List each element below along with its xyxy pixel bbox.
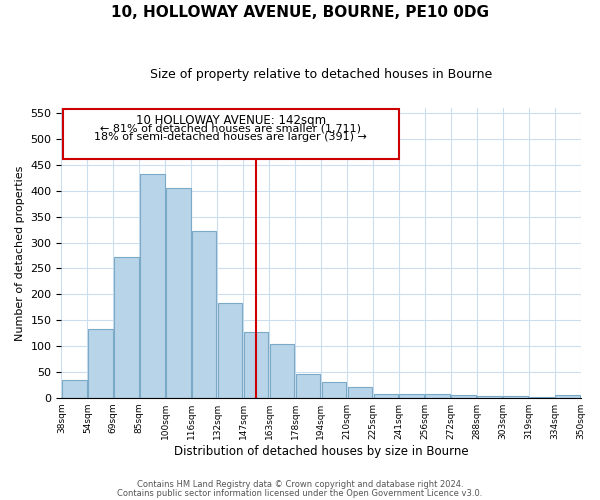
Bar [425, 394, 450, 398]
Bar [166, 188, 191, 398]
Text: 10, HOLLOWAY AVENUE, BOURNE, PE10 0DG: 10, HOLLOWAY AVENUE, BOURNE, PE10 0DG [111, 5, 489, 20]
Bar [192, 231, 217, 398]
Bar [114, 257, 139, 398]
FancyBboxPatch shape [63, 109, 399, 158]
Bar [218, 302, 242, 398]
Bar [322, 382, 346, 398]
Text: 18% of semi-detached houses are larger (391) →: 18% of semi-detached houses are larger (… [94, 132, 367, 142]
Text: 10 HOLLOWAY AVENUE: 142sqm: 10 HOLLOWAY AVENUE: 142sqm [136, 114, 326, 128]
Bar [503, 396, 528, 398]
Bar [374, 394, 398, 398]
Bar [478, 396, 502, 398]
Bar [88, 329, 113, 398]
X-axis label: Distribution of detached houses by size in Bourne: Distribution of detached houses by size … [173, 444, 468, 458]
Bar [269, 344, 295, 398]
Bar [296, 374, 320, 398]
Bar [555, 395, 580, 398]
Bar [62, 380, 87, 398]
Bar [347, 388, 372, 398]
Bar [244, 332, 268, 398]
Bar [400, 394, 424, 398]
Text: Contains public sector information licensed under the Open Government Licence v3: Contains public sector information licen… [118, 488, 482, 498]
Title: Size of property relative to detached houses in Bourne: Size of property relative to detached ho… [150, 68, 492, 80]
Y-axis label: Number of detached properties: Number of detached properties [15, 165, 25, 340]
Bar [529, 396, 554, 398]
Text: Contains HM Land Registry data © Crown copyright and database right 2024.: Contains HM Land Registry data © Crown c… [137, 480, 463, 489]
Bar [140, 174, 164, 398]
Text: ← 81% of detached houses are smaller (1,711): ← 81% of detached houses are smaller (1,… [100, 123, 361, 133]
Bar [451, 395, 476, 398]
